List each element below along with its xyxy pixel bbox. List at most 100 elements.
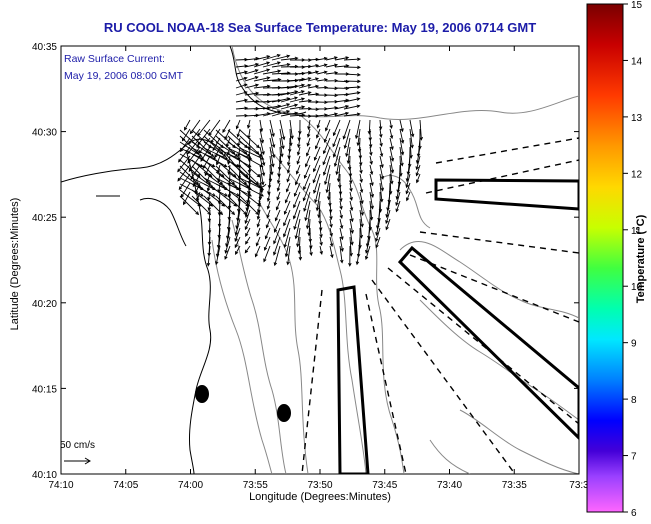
current-vector [284, 191, 291, 204]
current-vector [191, 195, 212, 216]
current-vector [319, 227, 323, 239]
current-vector [276, 173, 281, 185]
current-vector [324, 164, 331, 186]
x-tick-label: 73:40 [437, 480, 462, 491]
current-vector [203, 183, 228, 197]
current-vector [279, 137, 284, 158]
buoy-east-marker [277, 404, 291, 422]
current-vector [239, 189, 262, 207]
current-vector [262, 53, 281, 61]
current-vector [234, 218, 241, 236]
current-vector [262, 69, 282, 75]
current-vector [245, 236, 251, 245]
current-vector [345, 137, 351, 158]
current-vector [339, 236, 344, 252]
x-axis-ticks: 74:10 74:05 74:00 73:55 73:50 73:45 73:40 73:35… [48, 46, 589, 491]
current-vector [245, 227, 251, 237]
current-vector [289, 105, 306, 110]
current-vector [289, 90, 305, 96]
current-vector [307, 70, 320, 75]
current-vector [227, 183, 252, 197]
current-vector [177, 146, 191, 163]
current-vector [329, 218, 333, 228]
current-vector [237, 146, 241, 158]
current-vector [203, 153, 228, 168]
current-vector [312, 155, 321, 173]
current-vector [235, 245, 241, 255]
current-vector [244, 218, 251, 231]
current-vector [399, 146, 404, 167]
current-vector [203, 195, 224, 216]
x-tick-label: 73:55 [243, 480, 268, 491]
x-tick-label: 73:45 [372, 480, 397, 491]
current-vector [215, 195, 236, 216]
current-vector [274, 209, 281, 222]
shipping-lanes [336, 178, 579, 474]
current-vector [339, 218, 344, 230]
current-vector [206, 245, 211, 267]
current-vector [269, 128, 276, 149]
current-vector [253, 84, 271, 89]
current-vector [293, 209, 301, 231]
current-vector [302, 173, 311, 191]
colorbar-tick-label: 8 [631, 395, 637, 406]
current-vector [359, 209, 364, 228]
x-tick-label: 73:35 [502, 480, 527, 491]
current-vector [343, 97, 361, 103]
current-vector [343, 79, 362, 84]
current-vector [325, 173, 331, 194]
current-vector [244, 76, 259, 82]
current-vector [227, 153, 252, 168]
colorbar-tick-label: 6 [631, 508, 637, 519]
current-vector [244, 209, 251, 225]
current-vector [215, 141, 239, 157]
y-tick-label: 40:25 [32, 213, 57, 224]
current-vector [316, 113, 328, 117]
current-vector [292, 200, 301, 220]
current-vector [415, 173, 421, 184]
colorbar-tick-label: 14 [631, 56, 643, 67]
current-vector [275, 200, 281, 211]
current-vector [343, 85, 361, 89]
x-tick-label: 73:3 [569, 480, 589, 491]
current-vector [323, 128, 331, 143]
current-vector [405, 191, 411, 202]
current-vector [379, 164, 385, 180]
current-vector [389, 164, 394, 185]
current-vector [389, 155, 395, 174]
current-vector [395, 200, 401, 213]
current-vector [339, 209, 343, 219]
y-axis-ticks: 40:35 40:30 40:25 40:20 40:15 40:10 [32, 42, 579, 481]
current-vector [339, 200, 343, 211]
current-vector [264, 227, 271, 240]
current-vector [215, 155, 221, 166]
current-vector [280, 90, 299, 96]
current-vector [313, 173, 321, 194]
current-vector [304, 200, 311, 222]
current-vector [271, 62, 291, 68]
current-vector [385, 218, 391, 231]
current-vector [322, 155, 331, 176]
current-vector [329, 209, 333, 221]
current-vector [298, 77, 312, 82]
current-vector [203, 165, 224, 185]
current-vector [322, 137, 331, 155]
current-vector [343, 104, 361, 110]
current-vector [343, 91, 361, 96]
current-vector [235, 98, 249, 103]
current-vector [355, 245, 361, 266]
current-vector [369, 200, 374, 221]
x-tick-label: 74:00 [178, 480, 203, 491]
current-vector [349, 218, 354, 234]
current-vector [369, 155, 373, 165]
current-vector [286, 245, 291, 266]
current-vector [369, 173, 374, 187]
current-vector [343, 65, 362, 70]
current-vector [255, 236, 261, 247]
current-vector [369, 191, 374, 210]
current-vector [189, 119, 201, 135]
current-vector [399, 128, 405, 144]
current-vector [336, 164, 341, 183]
current-vector [285, 182, 291, 193]
